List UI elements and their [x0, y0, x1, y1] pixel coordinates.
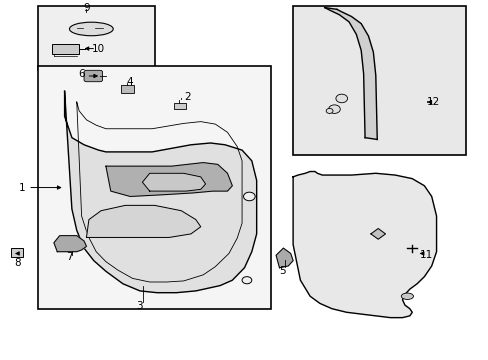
- Bar: [120, 85, 134, 93]
- Polygon shape: [370, 229, 385, 239]
- Text: 12: 12: [426, 97, 439, 107]
- Circle shape: [328, 105, 340, 113]
- Polygon shape: [86, 205, 201, 238]
- Circle shape: [242, 276, 251, 284]
- FancyBboxPatch shape: [84, 70, 102, 82]
- FancyBboxPatch shape: [38, 6, 154, 70]
- Text: 10: 10: [92, 44, 105, 54]
- Text: 5: 5: [279, 266, 285, 276]
- Circle shape: [325, 108, 332, 113]
- Ellipse shape: [401, 293, 413, 300]
- Text: 7: 7: [66, 252, 73, 262]
- Polygon shape: [276, 248, 292, 268]
- Circle shape: [243, 192, 255, 201]
- Polygon shape: [292, 171, 436, 318]
- Text: 9: 9: [83, 3, 90, 13]
- Polygon shape: [54, 236, 86, 252]
- FancyBboxPatch shape: [292, 6, 465, 156]
- Polygon shape: [324, 8, 376, 139]
- FancyBboxPatch shape: [11, 248, 23, 257]
- Text: 8: 8: [14, 258, 20, 268]
- Polygon shape: [106, 163, 232, 197]
- Ellipse shape: [69, 22, 113, 36]
- Text: 1: 1: [19, 183, 25, 193]
- Text: 6: 6: [78, 68, 85, 78]
- FancyBboxPatch shape: [38, 66, 271, 309]
- Bar: [174, 103, 186, 109]
- Text: 3: 3: [136, 301, 143, 311]
- Text: 2: 2: [184, 92, 190, 102]
- Polygon shape: [142, 173, 205, 191]
- Bar: [52, 44, 79, 54]
- Text: 11: 11: [419, 250, 432, 260]
- Text: 4: 4: [127, 77, 133, 87]
- Polygon shape: [64, 91, 256, 293]
- Circle shape: [335, 94, 347, 103]
